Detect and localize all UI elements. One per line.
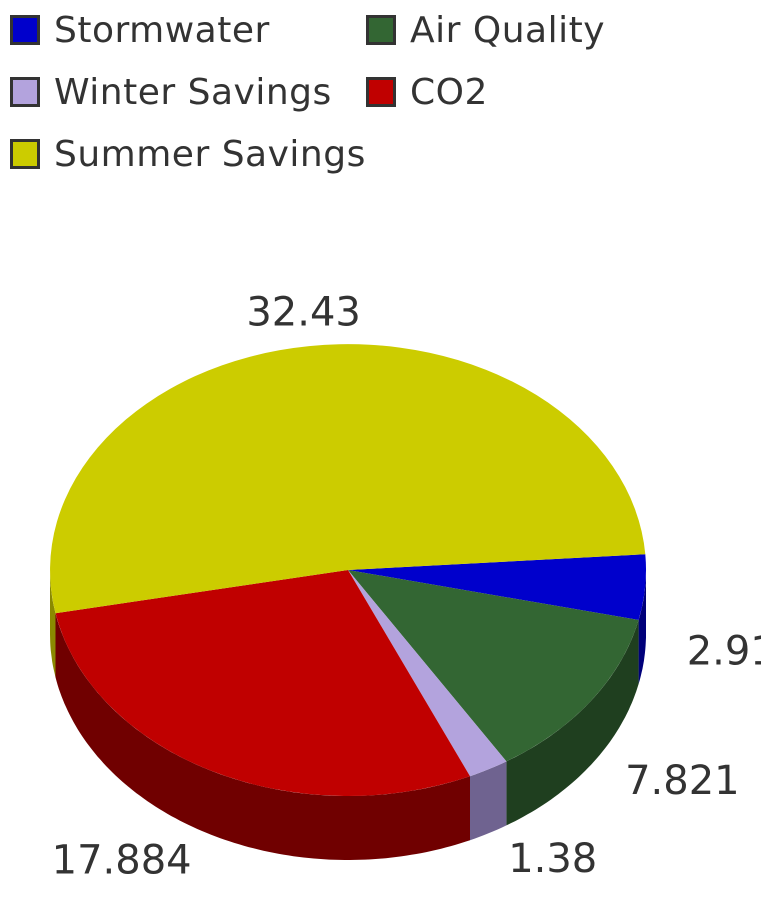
legend-label: Stormwater (54, 9, 270, 51)
pie-side-co2 (55, 613, 470, 860)
pie-side-winter-savings (470, 761, 507, 841)
legend: Stormwater Air Quality Winter Savings CO2 Su… (10, 4, 610, 175)
pie-side-stormwater (638, 573, 646, 684)
legend-label: Winter Savings (54, 71, 332, 113)
legend-item-co2: CO2 (366, 66, 488, 118)
pie-tops (50, 344, 647, 797)
legend-item-air-quality: Air Quality (366, 4, 605, 56)
pie-sides (50, 570, 646, 860)
pie-label-winter-savings: 1.38 (508, 836, 597, 882)
legend-swatch (10, 77, 40, 107)
legend-swatch (10, 139, 40, 169)
pie-slice-summer-savings (50, 344, 646, 614)
pie-side-air-quality (506, 620, 639, 826)
pie-slice-co2 (55, 570, 470, 797)
legend-swatch (366, 15, 396, 45)
legend-swatch (366, 77, 396, 107)
legend-label: Summer Savings (54, 133, 366, 175)
legend-label: Air Quality (410, 9, 606, 51)
pie-labels: 2.91 7.821 1.38 17.884 32.43 (52, 290, 761, 884)
legend-item-winter-savings: Winter Savings (10, 66, 332, 118)
pie-label-summer-savings: 32.43 (246, 290, 361, 336)
pie-slice-stormwater (348, 554, 647, 620)
legend-item-stormwater: Stormwater (10, 4, 270, 56)
pie-label-air-quality: 7.821 (625, 758, 740, 804)
legend-item-summer-savings: Summer Savings (10, 128, 366, 180)
pie-side-summer-savings (50, 570, 56, 678)
legend-swatch (10, 15, 40, 45)
legend-label: CO2 (410, 71, 488, 113)
pie-label-co2: 17.884 (52, 838, 192, 884)
pie-slice-air-quality (348, 570, 639, 762)
pie-slice-winter-savings (348, 570, 507, 777)
pie-label-stormwater: 2.91 (687, 629, 761, 675)
